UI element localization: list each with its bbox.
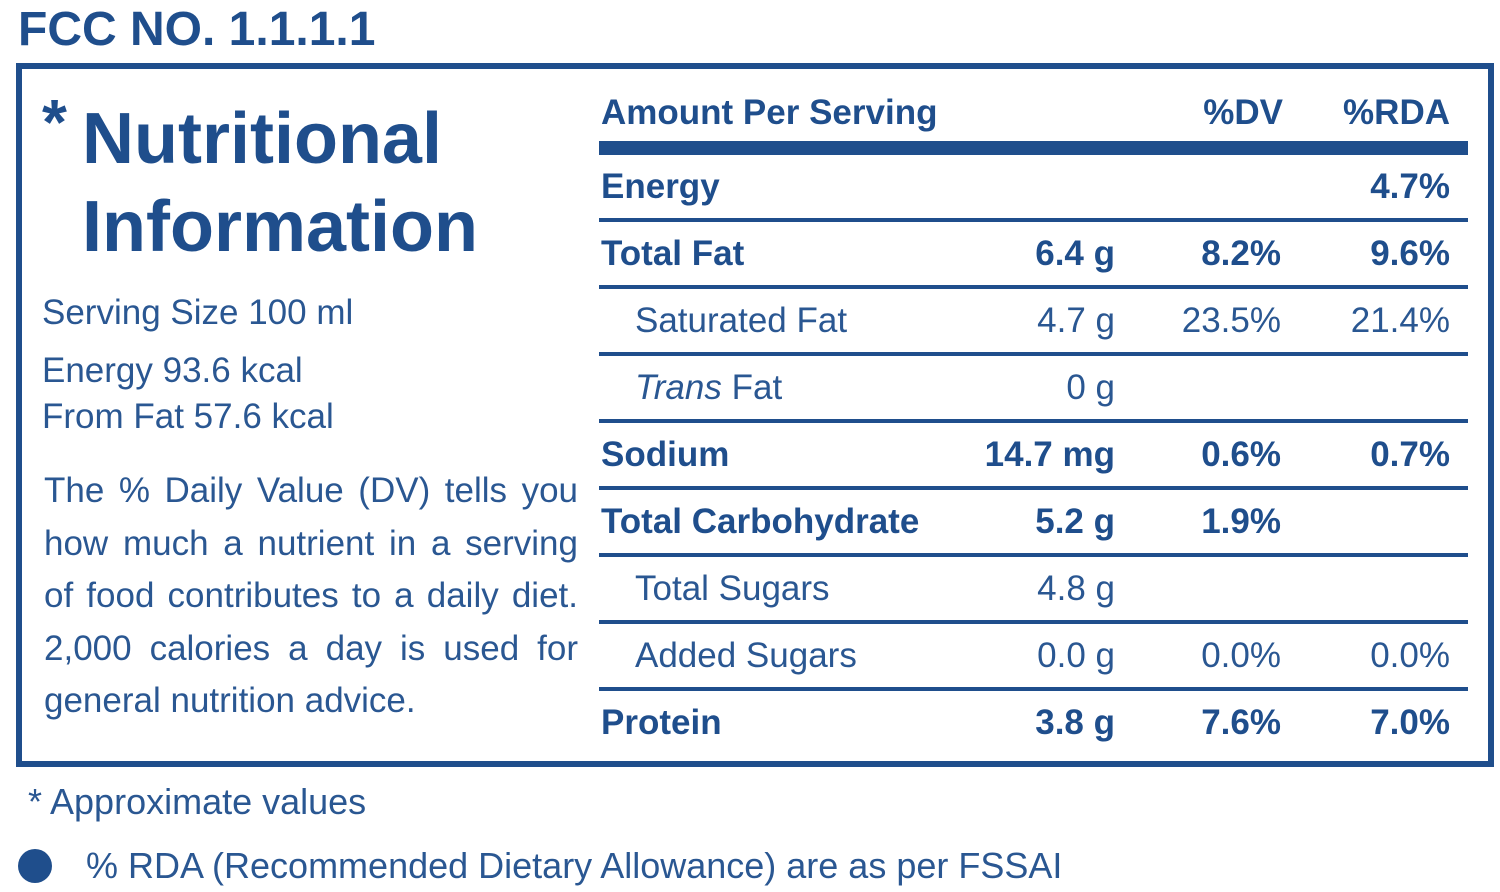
row-rda: 0.7% — [1370, 435, 1450, 474]
daily-value-note: The % Daily Value (DV) tells you how muc… — [44, 471, 578, 721]
row-amount: 14.7 mg — [984, 435, 1115, 474]
row-amount: 3.8 g — [1035, 703, 1115, 742]
rda-footnote-text: % RDA (Recommended Dietary Allowance) ar… — [86, 845, 1063, 886]
row-dv: 1.9% — [1201, 502, 1281, 541]
header-amount-per-serving: Amount Per Serving — [601, 93, 938, 132]
panel-left-column: * Nutritional Information Serving Size 1… — [42, 87, 578, 720]
rda-footnote: % RDA (Recommended Dietary Allowance) ar… — [18, 842, 1062, 890]
row-rda: 0.0% — [1370, 636, 1450, 675]
row-added-sugars: Added Sugars 0.0 g 0.0% 0.0% — [599, 624, 1468, 691]
header-dv: %DV — [1203, 93, 1283, 132]
serving-size: Serving Size 100 ml — [42, 293, 354, 332]
bullet-icon — [18, 849, 52, 883]
row-rda: 9.6% — [1370, 234, 1450, 273]
row-name: Trans Fat — [635, 368, 782, 408]
row-amount: 4.8 g — [1037, 569, 1115, 608]
row-name: Total Sugars — [635, 569, 830, 608]
panel-title: * Nutritional Information — [42, 87, 578, 271]
table-header: Amount Per Serving %DV %RDA — [595, 89, 1471, 141]
title-text: Nutritional Information — [82, 95, 478, 271]
row-name: Sodium — [601, 435, 730, 474]
row-sodium: Sodium 14.7 mg 0.6% 0.7% — [599, 423, 1468, 490]
row-amount: 6.4 g — [1035, 234, 1115, 273]
row-amount: 4.7 g — [1037, 301, 1115, 340]
row-trans-fat: Trans Fat 0 g — [599, 356, 1468, 423]
row-dv: 8.2% — [1201, 234, 1281, 273]
row-name: Saturated Fat — [635, 301, 848, 340]
row-total-carbohydrate: Total Carbohydrate 5.2 g 1.9% — [599, 490, 1468, 557]
nutrition-panel: * Nutritional Information Serving Size 1… — [16, 63, 1494, 767]
row-rda: 21.4% — [1350, 301, 1450, 340]
fcc-number: FCC NO. 1.1.1.1 — [18, 3, 376, 56]
row-dv: 7.6% — [1201, 703, 1281, 742]
row-rda: 7.0% — [1370, 703, 1450, 742]
approximate-values-footnote: * Approximate values — [28, 781, 367, 822]
row-dv: 0.6% — [1201, 435, 1281, 474]
header-divider — [599, 141, 1468, 155]
row-amount: 0.0 g — [1037, 636, 1115, 675]
row-dv: 0.0% — [1201, 636, 1281, 675]
energy-kcal: Energy 93.6 kcal — [42, 351, 303, 390]
row-name: Total Carbohydrate — [601, 502, 920, 541]
row-name: Total Fat — [601, 234, 745, 273]
row-name-rest: Fat — [721, 368, 783, 407]
title-asterisk: * — [42, 86, 67, 158]
row-energy: Energy 4.7% — [599, 155, 1468, 222]
row-total-sugars: Total Sugars 4.8 g — [599, 557, 1468, 624]
header-rda: %RDA — [1343, 93, 1450, 132]
row-rda: 4.7% — [1370, 167, 1450, 206]
title-line-2: Information — [82, 187, 478, 267]
nutrition-table: Amount Per Serving %DV %RDA Energy 4.7% … — [595, 89, 1471, 754]
row-dv: 23.5% — [1181, 301, 1281, 340]
title-line-1: Nutritional — [82, 99, 442, 179]
row-total-fat: Total Fat 6.4 g 8.2% 9.6% — [599, 222, 1468, 289]
from-fat-kcal: From Fat 57.6 kcal — [42, 397, 334, 436]
row-saturated-fat: Saturated Fat 4.7 g 23.5% 21.4% — [599, 289, 1468, 356]
row-amount: 0 g — [1066, 368, 1115, 407]
row-amount: 5.2 g — [1035, 502, 1115, 541]
row-name: Added Sugars — [635, 636, 857, 675]
row-protein: Protein 3.8 g 7.6% 7.0% — [599, 691, 1468, 754]
row-name-italic: Trans — [635, 368, 722, 407]
row-name: Protein — [601, 703, 722, 742]
row-name: Energy — [601, 167, 720, 206]
